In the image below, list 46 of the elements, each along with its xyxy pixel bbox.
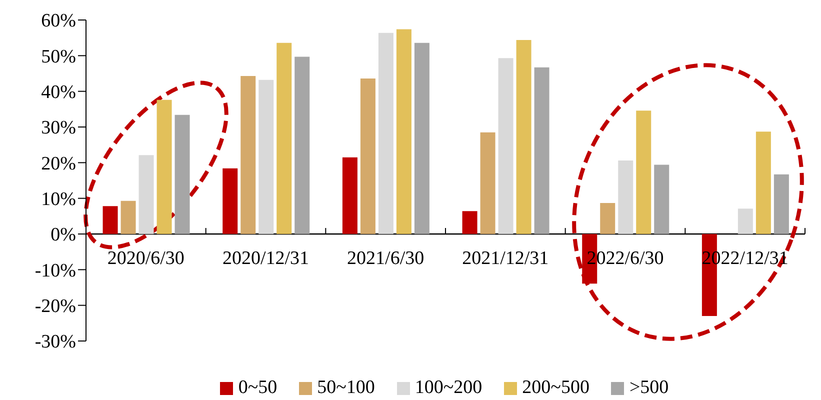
y-tick-label: 50% [41, 46, 76, 68]
bar [516, 40, 532, 234]
bar [414, 42, 430, 234]
y-tick-label: -20% [34, 296, 76, 318]
legend-label: >500 [629, 377, 669, 398]
y-tick-label: 20% [41, 153, 76, 174]
bar [654, 164, 670, 234]
bar [618, 160, 634, 234]
bar [636, 110, 652, 234]
bar [138, 155, 154, 234]
bar [120, 200, 136, 234]
bar [258, 80, 274, 234]
bar [102, 206, 118, 234]
bar [774, 174, 789, 234]
legend-label: 50~100 [317, 377, 375, 398]
bar [342, 157, 358, 234]
bar [360, 78, 376, 234]
y-tick-label: 0% [50, 224, 76, 246]
y-tick-label: -30% [34, 332, 76, 353]
bar [294, 56, 310, 234]
y-tick-label: 10% [41, 189, 76, 210]
y-tick-label: 40% [41, 82, 76, 104]
bar [276, 42, 292, 234]
bar [462, 211, 478, 234]
y-tick-label: 30% [41, 118, 76, 139]
bar [222, 168, 238, 234]
bar [378, 32, 394, 234]
bar [756, 132, 771, 234]
legend-label: 200~500 [522, 377, 590, 398]
bar [240, 76, 256, 234]
bar [156, 100, 172, 234]
bar [738, 208, 753, 234]
bar [600, 202, 616, 234]
x-tick-label: 2021/6/30 [347, 248, 424, 269]
y-tick-label: -10% [34, 260, 76, 282]
legend-label: 100~200 [414, 377, 482, 398]
x-tick-label: 2020/12/31 [222, 248, 310, 269]
y-tick-label: 60% [41, 10, 76, 32]
bar [174, 114, 190, 234]
legend-label: 0~50 [238, 377, 278, 398]
bar [498, 58, 514, 234]
bar [480, 132, 496, 234]
bar [396, 29, 412, 234]
x-tick-label: 2021/12/31 [462, 248, 549, 269]
x-tick-label: 2020/6/30 [107, 248, 184, 269]
bar [534, 67, 550, 234]
